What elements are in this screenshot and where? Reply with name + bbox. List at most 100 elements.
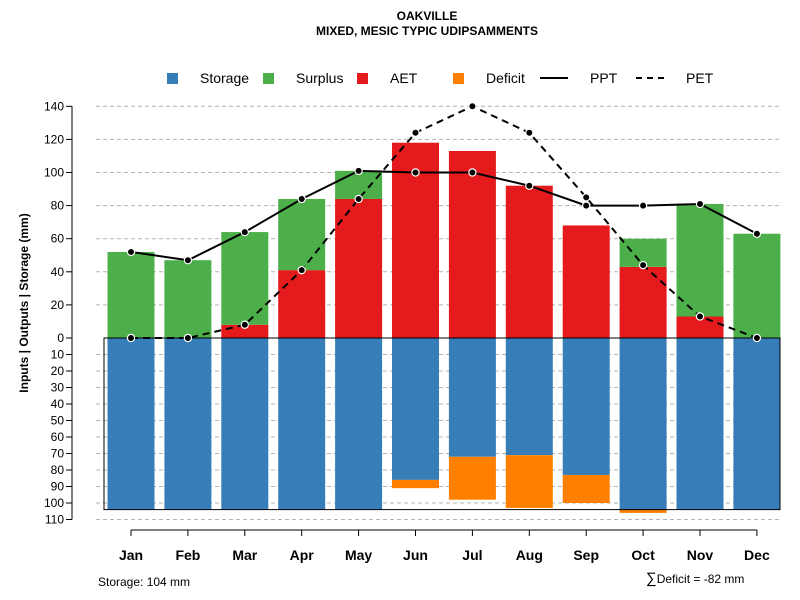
storage-bar	[619, 338, 667, 510]
x-tick-label: Apr	[290, 547, 315, 563]
surplus-bar	[278, 198, 326, 271]
aet-bar	[505, 185, 553, 338]
ppt-line-point	[582, 201, 591, 210]
aet-bar	[562, 225, 610, 338]
ppt-line	[130, 169, 758, 262]
deficit-bar	[505, 455, 553, 508]
aet-bar	[335, 198, 383, 338]
aet-bar	[619, 266, 667, 338]
storage-bar	[392, 338, 439, 480]
deficit-footnote: ∑Deficit = -82 mm	[646, 570, 744, 587]
pet-line-point	[638, 260, 648, 270]
legend-item-surplus: Surplus	[263, 70, 343, 86]
pet-line-point	[468, 102, 477, 111]
x-tick-label: Nov	[687, 547, 714, 563]
x-tick-label: Dec	[744, 547, 770, 563]
ppt-line-point	[354, 166, 363, 176]
x-tick-label: Mar	[232, 547, 257, 563]
y-tick-label: 30	[51, 381, 65, 395]
pet-line-point	[582, 193, 591, 202]
x-tick-label: Aug	[516, 547, 543, 563]
pet-line-point	[297, 265, 306, 275]
ppt-line-point	[126, 247, 136, 257]
legend-surplus-swatch	[263, 72, 274, 84]
ppt-line-point	[752, 229, 762, 238]
y-tick-label: 80	[51, 463, 65, 477]
legend-item-storage: Storage	[167, 70, 249, 86]
chart-title: OAKVILLE	[396, 9, 458, 23]
deficit-bar	[392, 479, 439, 489]
storage-bar	[164, 338, 212, 510]
storage-bar	[505, 338, 553, 456]
x-tick-label: Jun	[403, 547, 428, 563]
pet-line-point	[126, 333, 136, 343]
aet-bar	[221, 324, 269, 338]
ppt-line-point	[638, 201, 648, 210]
y-tick-label: 50	[51, 414, 65, 428]
y-tick-label: 110	[45, 513, 64, 527]
storage-footnote: Storage: 104 mm	[98, 575, 191, 589]
y-tick-label: 60	[51, 232, 65, 246]
ppt-line-point	[411, 168, 420, 177]
legend-pet-label: PET	[686, 70, 714, 86]
legend-pet-line	[636, 77, 664, 79]
pet-line-point	[695, 312, 705, 321]
y-tick-label: 40	[51, 265, 65, 279]
pet-line-point	[525, 128, 534, 137]
x-tick-label: Feb	[175, 547, 200, 563]
x-tick-label: Oct	[631, 547, 655, 563]
surplus-bar	[221, 232, 269, 325]
ppt-line-point	[525, 181, 534, 190]
legend-aet-swatch	[357, 72, 368, 84]
storage-bar	[733, 338, 781, 510]
storage-bar	[278, 338, 326, 510]
storage-bar	[335, 338, 383, 510]
sigma-symbol: ∑	[646, 570, 657, 587]
pet-line-point	[354, 194, 363, 204]
legend-ppt-line	[540, 77, 568, 79]
pet-line-point	[411, 128, 420, 137]
pet-line-point	[183, 333, 193, 343]
deficit-bar	[562, 474, 610, 503]
surplus-bar	[164, 260, 212, 338]
x-tick-label: Sep	[573, 547, 599, 563]
deficit-bar	[619, 509, 667, 513]
surplus-bar	[733, 233, 781, 338]
y-axis-title: Inputs | Outputs | Storage (mm)	[17, 213, 31, 392]
x-tick-label: Jan	[119, 547, 143, 563]
legend-storage-label: Storage	[200, 70, 250, 86]
legend-aet-label: AET	[390, 70, 418, 86]
surplus-bar	[107, 251, 155, 338]
y-tick-label: 10	[51, 348, 65, 362]
deficit-bar	[448, 456, 496, 500]
y-tick-label: 140	[44, 99, 64, 113]
storage-bar	[562, 338, 610, 475]
y-tick-label: 0	[57, 331, 64, 345]
legend: Storage Surplus AET Deficit PPT PET	[0, 70, 800, 90]
y-tick-label: 70	[51, 447, 65, 461]
legend-item-deficit: Deficit	[453, 70, 525, 86]
legend-deficit-label: Deficit	[486, 70, 525, 86]
storage-bar	[107, 338, 155, 510]
y-tick-label: 120	[44, 132, 64, 146]
pet-line	[131, 105, 758, 339]
pet-line-point	[752, 333, 762, 343]
ppt-line-point	[240, 227, 249, 237]
deficit-total: Deficit = -82 mm	[656, 572, 745, 586]
legend-item-ppt: PPT	[540, 70, 617, 86]
ppt-line-point	[468, 168, 477, 177]
x-tick-label: May	[345, 547, 372, 563]
y-tick-label: 100	[44, 166, 64, 180]
chart-subtitle: MIXED, MESIC TYPIC UDIPSAMMENTS	[315, 24, 539, 38]
aet-bar	[278, 270, 326, 338]
legend-storage-swatch	[167, 72, 178, 84]
legend-ppt-label: PPT	[590, 70, 618, 86]
legend-item-aet: AET	[357, 70, 417, 86]
y-tick-label: 20	[51, 364, 65, 378]
legend-surplus-label: Surplus	[296, 70, 344, 86]
y-tick-label: 20	[51, 298, 65, 312]
storage-bar	[676, 338, 724, 510]
surplus-bar	[335, 170, 383, 199]
ppt-line-point	[297, 194, 306, 204]
